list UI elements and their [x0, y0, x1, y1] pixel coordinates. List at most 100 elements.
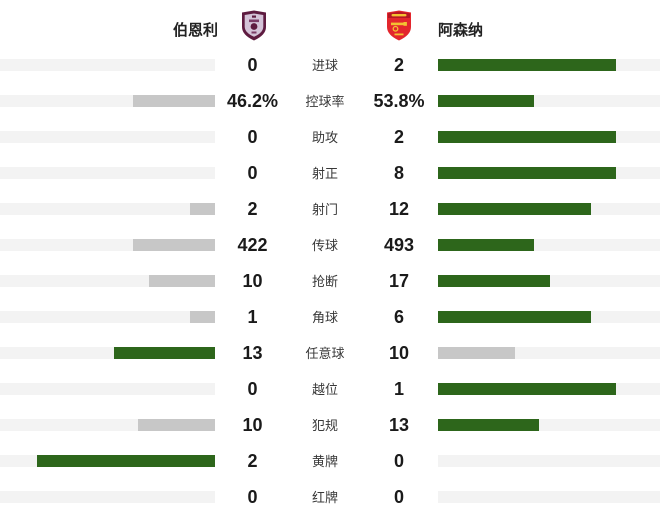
home-value: 2: [247, 451, 258, 471]
away-bar: [438, 203, 660, 215]
away-bar-fill: [438, 59, 616, 71]
home-value: 0: [247, 487, 258, 507]
home-bar-fill: [133, 95, 215, 107]
home-bar-track: [0, 491, 215, 503]
home-bar: [0, 239, 215, 251]
stat-row: 13 任意球 10: [0, 335, 660, 371]
home-bar: [0, 455, 215, 467]
stat-label: 犯规: [311, 417, 338, 433]
away-bar-fill: [438, 203, 591, 215]
away-value: 13: [388, 415, 410, 435]
away-bar: [438, 59, 660, 71]
home-bar: [0, 491, 215, 503]
home-bar-fill: [190, 311, 215, 323]
away-bar-fill: [438, 383, 616, 395]
away-value: 2: [393, 55, 404, 75]
away-bar-fill: [438, 239, 534, 251]
home-value: 10: [242, 415, 263, 435]
away-bar-fill: [438, 95, 534, 107]
stat-row: 0 射正 8: [0, 155, 660, 191]
home-value: 0: [247, 55, 258, 75]
away-value: 6: [393, 307, 404, 327]
stats-rows: 0 进球 2 46.2% 控球率 53.8% 0 助攻 2: [0, 47, 660, 515]
away-bar: [438, 95, 660, 107]
arsenal-crest-icon: [387, 10, 411, 41]
stat-row: 46.2% 控球率 53.8%: [0, 83, 660, 119]
stat-row: 1 角球 6: [0, 299, 660, 335]
away-team-name: 阿森纳: [438, 22, 484, 39]
away-value: 1: [393, 379, 404, 399]
home-bar: [0, 59, 215, 71]
away-bar: [438, 419, 660, 431]
home-bar-track: [0, 203, 215, 215]
home-bar-track: [0, 167, 215, 179]
stat-label: 越位: [311, 381, 338, 397]
home-value: 46.2%: [226, 91, 279, 111]
away-value: 0: [393, 451, 404, 471]
home-value: 1: [247, 307, 258, 327]
stat-row: 2 黄牌 0: [0, 443, 660, 479]
away-bar: [438, 275, 660, 287]
home-value: 0: [247, 379, 258, 399]
home-bar: [0, 95, 215, 107]
away-bar: [438, 491, 660, 503]
home-bar-track: [0, 383, 215, 395]
away-bar: [438, 347, 660, 359]
stat-row: 10 犯规 13: [0, 407, 660, 443]
home-value: 2: [247, 199, 258, 219]
home-team-name: 伯恩利: [172, 22, 218, 39]
stat-row: 422 传球 493: [0, 227, 660, 263]
stat-label: 角球: [311, 309, 338, 325]
away-value: 12: [388, 199, 410, 219]
away-bar: [438, 311, 660, 323]
home-bar-track: [0, 59, 215, 71]
stat-label: 任意球: [305, 345, 345, 361]
home-value: 10: [242, 271, 263, 291]
stat-label: 射正: [311, 165, 338, 181]
away-bar-fill: [438, 419, 539, 431]
home-value: 13: [242, 343, 263, 363]
away-bar: [438, 455, 660, 467]
away-value: 17: [388, 271, 410, 291]
stat-label: 抢断: [311, 273, 338, 289]
home-bar: [0, 131, 215, 143]
away-bar-fill: [438, 347, 515, 359]
away-bar-fill: [438, 311, 591, 323]
home-bar-fill: [138, 419, 215, 431]
away-value: 10: [388, 343, 410, 363]
stat-row: 0 越位 1: [0, 371, 660, 407]
away-bar: [438, 383, 660, 395]
home-value: 422: [237, 235, 268, 255]
stat-label: 传球: [311, 237, 338, 253]
stat-row: 2 射门 12: [0, 191, 660, 227]
stat-label: 射门: [311, 201, 338, 217]
home-bar: [0, 203, 215, 215]
away-bar-fill: [438, 131, 616, 143]
stat-row: 0 助攻 2: [0, 119, 660, 155]
stat-label: 红牌: [311, 489, 338, 505]
home-bar-fill: [190, 203, 215, 215]
stat-row: 10 抢断 17: [0, 263, 660, 299]
stat-row: 0 进球 2: [0, 47, 660, 83]
stat-label: 助攻: [311, 129, 338, 145]
match-header: 伯恩利 阿森纳: [0, 0, 660, 47]
home-bar: [0, 383, 215, 395]
burnley-crest-icon: [242, 10, 266, 41]
home-bar-track: [0, 311, 215, 323]
home-bar: [0, 311, 215, 323]
home-bar-track: [0, 131, 215, 143]
home-bar: [0, 275, 215, 287]
home-bar: [0, 167, 215, 179]
home-bar: [0, 419, 215, 431]
away-bar-track: [438, 455, 660, 467]
away-value: 2: [393, 127, 404, 147]
away-value: 0: [393, 487, 404, 507]
home-value: 0: [247, 127, 258, 147]
home-bar-fill: [37, 455, 215, 467]
home-bar-fill: [149, 275, 215, 287]
stat-label: 控球率: [305, 93, 345, 109]
away-value: 53.8%: [373, 91, 425, 111]
away-bar: [438, 239, 660, 251]
away-bar-track: [438, 491, 660, 503]
